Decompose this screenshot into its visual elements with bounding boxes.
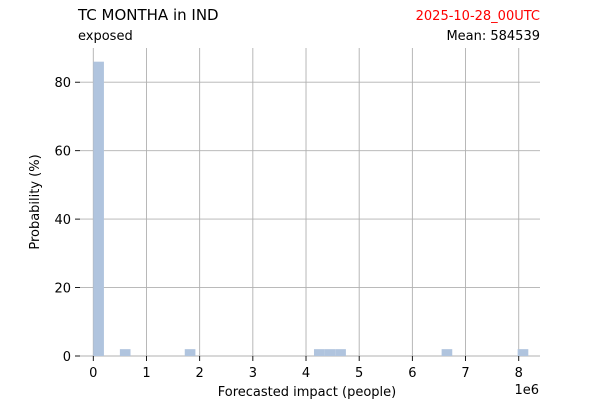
histogram-bar: [93, 61, 104, 356]
histogram-bar: [441, 349, 453, 356]
histogram-bar: [313, 349, 325, 356]
histogram-bar: [335, 349, 346, 356]
y-tick-label: 0: [63, 350, 71, 365]
x-axis-label: Forecasted impact (people): [218, 385, 396, 400]
x-tick-label: 2: [196, 366, 204, 381]
histogram-bar: [517, 349, 529, 356]
x-tick-label: 1: [142, 366, 150, 381]
y-tick-label: 20: [54, 282, 71, 297]
chart-title: TC MONTHA in IND: [77, 6, 219, 24]
x-tick-label: 5: [355, 366, 363, 381]
x-axis-offset: 1e6: [514, 383, 539, 398]
histogram-bar: [184, 349, 196, 356]
x-axis-ticks: 0 1 2 3 4 5 6 7 8: [89, 356, 523, 381]
histogram-bar: [119, 349, 131, 356]
forecast-date: 2025-10-28_00UTC: [416, 9, 540, 24]
mean-value: Mean: 584539: [446, 29, 540, 44]
y-tick-label: 60: [54, 145, 71, 160]
grid-lines: [80, 48, 540, 357]
histogram-bars: [93, 61, 529, 356]
y-axis-label: Probability (%): [28, 154, 43, 249]
histogram-bar: [324, 349, 336, 356]
x-tick-label: 4: [302, 366, 310, 381]
x-tick-label: 3: [249, 366, 257, 381]
x-tick-label: 8: [515, 366, 523, 381]
x-tick-label: 7: [461, 366, 469, 381]
x-tick-label: 6: [408, 366, 416, 381]
y-tick-label: 80: [54, 76, 71, 91]
x-tick-label: 0: [89, 366, 97, 381]
chart-subtitle: exposed: [78, 29, 133, 44]
y-tick-label: 40: [54, 213, 71, 228]
y-axis-ticks: 0 20 40 60 80: [54, 76, 80, 365]
